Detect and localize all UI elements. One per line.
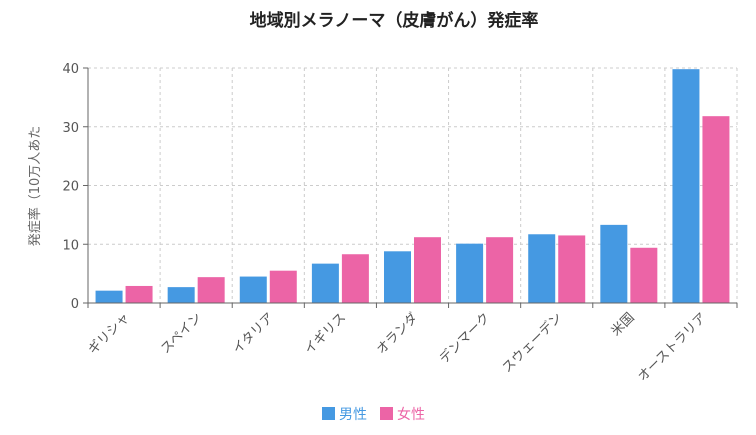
bar-male[interactable] [239,276,267,303]
bar-male[interactable] [672,69,700,303]
x-tick-label: イギリス [302,310,349,357]
x-tick-label: オランダ [374,310,421,357]
bar-female[interactable] [702,116,730,303]
legend: 男性 女性 [322,406,425,423]
y-tick-labels: 0 10 20 30 40 [62,62,79,312]
bar-female[interactable] [414,237,441,303]
bar-female[interactable] [125,285,153,303]
bar-female[interactable] [197,277,225,303]
bar-male[interactable] [384,251,411,303]
bar-male[interactable] [167,287,195,303]
y-tick-label: 0 [71,297,79,312]
x-tick-label: オーストラリア [635,310,710,385]
bar-female[interactable] [630,247,658,303]
x-tick-label: イタリア [230,310,277,357]
y-tick-label: 20 [62,180,79,195]
bars [95,69,730,303]
bar-female[interactable] [341,254,369,303]
bar-male[interactable] [456,243,484,303]
legend-swatch-female[interactable] [380,407,393,420]
bar-male[interactable] [528,234,556,303]
x-tick-label: スウェーデン [499,310,565,376]
legend-label-male[interactable]: 男性 [339,407,367,423]
axes [83,67,738,308]
x-tick-label: 米国 [609,310,638,339]
chart-title: 地域別メラノーマ（皮膚がん）発症率 [250,10,539,31]
x-tick-label: デンマーク [436,310,493,367]
y-axis-label: 発症率（10万人あた [27,126,43,247]
bar-male[interactable] [95,290,123,303]
bar-male[interactable] [311,263,339,303]
gridlines [87,67,738,303]
bar-female[interactable] [486,237,514,303]
x-tick-label: スペイン [158,310,205,357]
bar-male[interactable] [600,224,628,303]
legend-label-female[interactable]: 女性 [397,406,425,423]
bar-female[interactable] [558,235,586,303]
y-tick-label: 30 [62,121,79,136]
legend-swatch-male[interactable] [322,407,335,420]
bar-female[interactable] [269,270,297,303]
x-tick-label: ギリシャ [85,310,132,357]
y-tick-label: 40 [62,62,79,77]
y-tick-label: 10 [62,238,79,253]
